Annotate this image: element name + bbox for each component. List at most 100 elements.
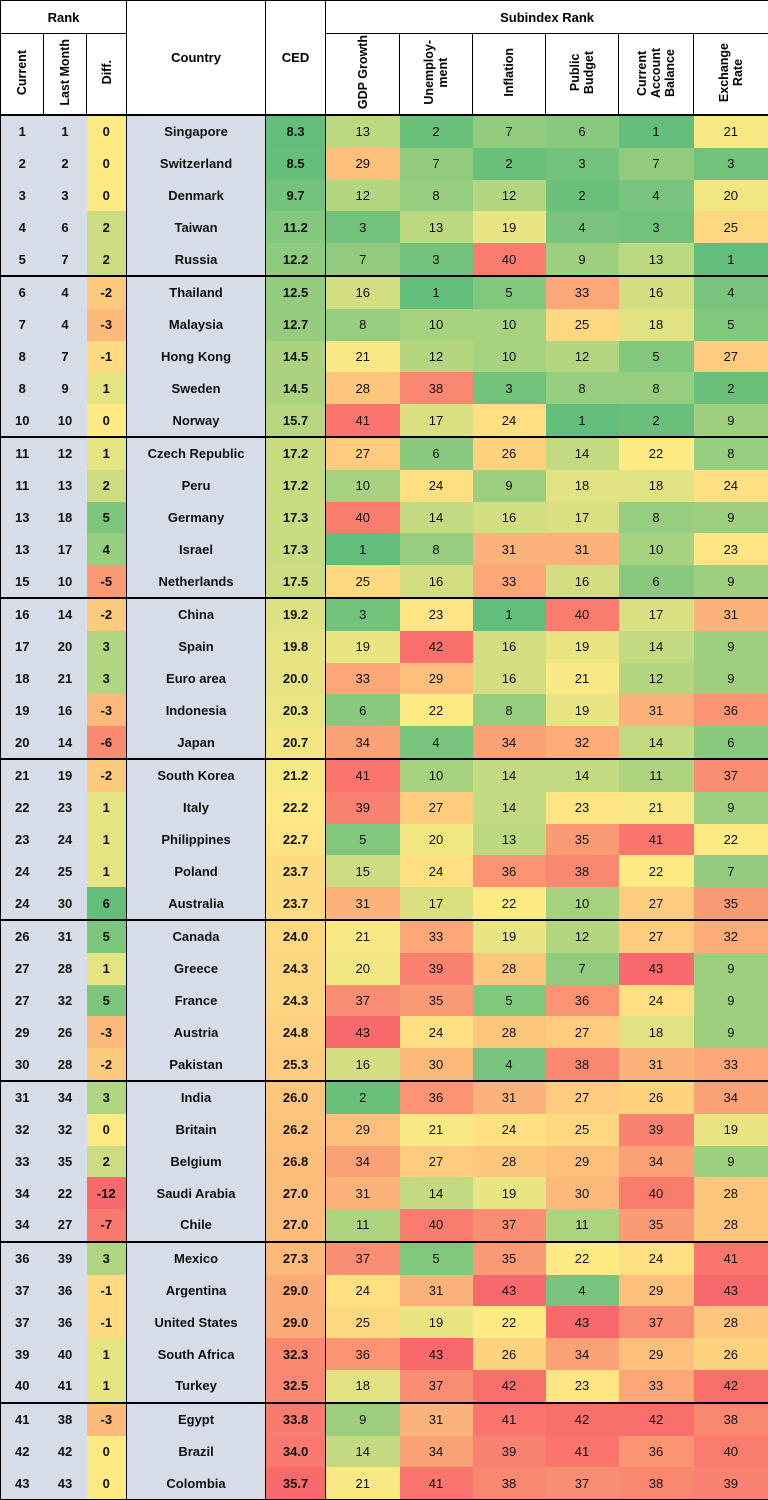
unemployment-rank-cell: 5 bbox=[400, 1242, 473, 1275]
gdp-growth-rank-cell: 3 bbox=[326, 211, 400, 243]
rank-diff-cell: -1 bbox=[87, 1275, 127, 1307]
current-account-rank-cell: 41 bbox=[619, 824, 694, 856]
gdp-growth-rank-cell: 8 bbox=[326, 309, 400, 341]
ced-cell: 20.0 bbox=[266, 663, 326, 695]
public-budget-rank-cell: 42 bbox=[546, 1403, 619, 1436]
rank-diff-cell: 0 bbox=[87, 1436, 127, 1468]
current-account-rank-cell: 13 bbox=[619, 243, 694, 276]
rank-diff-cell: -7 bbox=[87, 1209, 127, 1242]
gdp-growth-rank-cell: 15 bbox=[326, 855, 400, 887]
ced-cell: 27.0 bbox=[266, 1209, 326, 1242]
inflation-rank-cell: 3 bbox=[473, 372, 546, 404]
ced-cell: 12.5 bbox=[266, 276, 326, 309]
current-account-rank-cell: 8 bbox=[619, 372, 694, 404]
gdp-growth-rank-cell: 11 bbox=[326, 1209, 400, 1242]
exchange-rate-rank-cell: 28 bbox=[694, 1177, 768, 1209]
last-month-rank-cell: 3 bbox=[44, 180, 87, 212]
current-rank-cell: 29 bbox=[1, 1016, 44, 1048]
current-rank-cell: 7 bbox=[1, 309, 44, 341]
current-account-rank-cell: 24 bbox=[619, 1242, 694, 1275]
ced-cell: 32.3 bbox=[266, 1338, 326, 1370]
gdp-growth-header-label: GDP Growth bbox=[356, 35, 370, 109]
current-rank-cell: 13 bbox=[1, 502, 44, 534]
public-budget-rank-cell: 40 bbox=[546, 598, 619, 631]
current-rank-cell: 22 bbox=[1, 792, 44, 824]
ced-cell: 32.5 bbox=[266, 1370, 326, 1403]
last-month-header-label: Last Month bbox=[58, 39, 72, 106]
public-budget-rank-cell: 36 bbox=[546, 985, 619, 1017]
country-cell: Colombia bbox=[127, 1467, 266, 1499]
country-cell: Russia bbox=[127, 243, 266, 276]
current-rank-cell: 16 bbox=[1, 598, 44, 631]
exchange-rate-rank-cell: 21 bbox=[694, 115, 768, 148]
country-cell: Saudi Arabia bbox=[127, 1177, 266, 1209]
gdp-growth-rank-cell: 3 bbox=[326, 598, 400, 631]
country-cell: Malaysia bbox=[127, 309, 266, 341]
country-cell: Argentina bbox=[127, 1275, 266, 1307]
inflation-rank-cell: 10 bbox=[473, 341, 546, 373]
gdp-growth-rank-cell: 29 bbox=[326, 148, 400, 180]
country-cell: Hong Kong bbox=[127, 341, 266, 373]
inflation-rank-cell: 13 bbox=[473, 824, 546, 856]
rank-diff-cell: 3 bbox=[87, 1081, 127, 1114]
unemployment-rank-cell: 24 bbox=[400, 855, 473, 887]
gdp-growth-rank-cell: 16 bbox=[326, 276, 400, 309]
last-month-rank-cell: 26 bbox=[44, 1016, 87, 1048]
last-month-rank-cell: 40 bbox=[44, 1338, 87, 1370]
inflation-rank-cell: 39 bbox=[473, 1436, 546, 1468]
rank-diff-cell: 0 bbox=[87, 1467, 127, 1499]
current-account-rank-cell: 24 bbox=[619, 985, 694, 1017]
current-account-rank-cell: 27 bbox=[619, 920, 694, 953]
public-budget-rank-cell: 33 bbox=[546, 276, 619, 309]
ced-cell: 27.3 bbox=[266, 1242, 326, 1275]
gdp-growth-rank-cell: 7 bbox=[326, 243, 400, 276]
ced-cell: 20.3 bbox=[266, 694, 326, 726]
rank-diff-cell: 1 bbox=[87, 372, 127, 404]
inflation-rank-cell: 5 bbox=[473, 985, 546, 1017]
inflation-header-label: Inflation bbox=[502, 48, 516, 97]
current-rank-cell: 1 bbox=[1, 115, 44, 148]
rank-diff-cell: -3 bbox=[87, 694, 127, 726]
last-month-rank-cell: 2 bbox=[44, 148, 87, 180]
last-month-rank-cell: 18 bbox=[44, 502, 87, 534]
exchange-rate-rank-cell: 19 bbox=[694, 1114, 768, 1146]
current-rank-cell: 34 bbox=[1, 1177, 44, 1209]
country-cell: Australia bbox=[127, 887, 266, 920]
rank-diff-cell: 0 bbox=[87, 180, 127, 212]
gdp-growth-rank-cell: 43 bbox=[326, 1016, 400, 1048]
ced-cell: 33.8 bbox=[266, 1403, 326, 1436]
current-account-rank-cell: 5 bbox=[619, 341, 694, 373]
current-header: Current bbox=[1, 34, 44, 116]
gdp-growth-rank-cell: 40 bbox=[326, 502, 400, 534]
ced-cell: 11.2 bbox=[266, 211, 326, 243]
last-month-rank-cell: 34 bbox=[44, 1081, 87, 1114]
country-cell: Peru bbox=[127, 470, 266, 502]
exchange-rate-rank-cell: 41 bbox=[694, 1242, 768, 1275]
public-budget-rank-cell: 34 bbox=[546, 1338, 619, 1370]
public-budget-rank-cell: 16 bbox=[546, 565, 619, 598]
exchange-rate-rank-cell: 20 bbox=[694, 180, 768, 212]
current-account-rank-cell: 16 bbox=[619, 276, 694, 309]
public-budget-rank-cell: 41 bbox=[546, 1436, 619, 1468]
unemployment-header: Unemploy- ment bbox=[400, 34, 473, 116]
public-budget-rank-cell: 14 bbox=[546, 437, 619, 470]
public-budget-rank-cell: 25 bbox=[546, 309, 619, 341]
unemployment-rank-cell: 23 bbox=[400, 598, 473, 631]
exchange-rate-rank-cell: 9 bbox=[694, 565, 768, 598]
public-budget-rank-cell: 27 bbox=[546, 1016, 619, 1048]
inflation-rank-cell: 43 bbox=[473, 1275, 546, 1307]
inflation-rank-cell: 28 bbox=[473, 1146, 546, 1178]
inflation-rank-cell: 14 bbox=[473, 792, 546, 824]
